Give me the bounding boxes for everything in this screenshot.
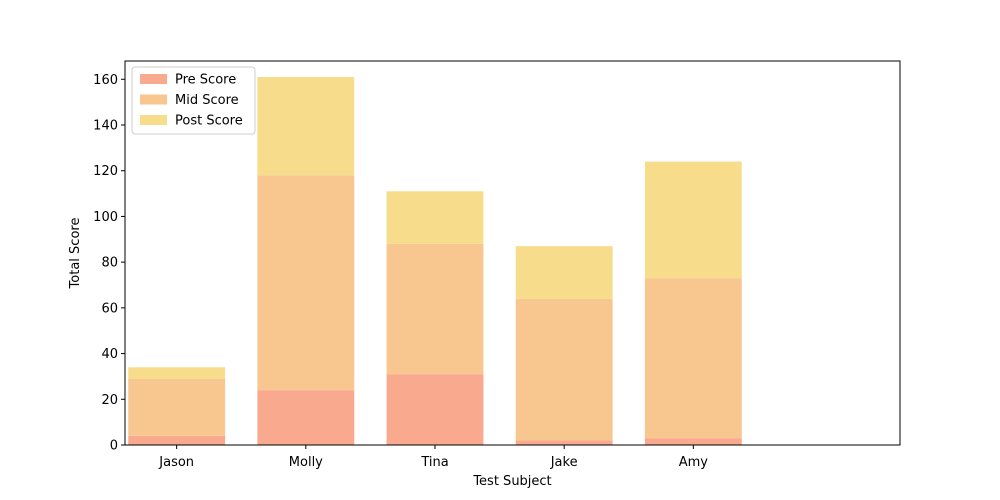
bar-pre-score-jake [515, 440, 613, 445]
legend-swatch-pre-score [140, 74, 167, 84]
bar-pre-score-tina [386, 374, 484, 445]
y-tick-label: 60 [101, 301, 118, 316]
bar-pre-score-jason [128, 435, 226, 445]
bar-pre-score-molly [257, 390, 355, 445]
bar-post-score-amy [644, 161, 742, 279]
bar-post-score-molly [257, 77, 355, 176]
bar-mid-score-tina [386, 243, 484, 375]
plot-frame [124, 60, 901, 446]
x-tick-label-jason: Jason [158, 455, 194, 470]
legend-swatch-post-score [140, 115, 167, 125]
y-tick-label: 140 [93, 119, 118, 134]
bar-post-score-jake [515, 246, 613, 299]
y-tick-label: 0 [110, 439, 118, 454]
legend-label-mid-score: Mid Score [175, 93, 239, 108]
bar-post-score-jason [128, 367, 226, 379]
bar-mid-score-molly [257, 175, 355, 391]
x-tick-label-amy: Amy [679, 455, 709, 470]
bar-mid-score-jake [515, 298, 613, 441]
x-tick-label-tina: Tina [420, 455, 448, 470]
y-tick-label: 80 [101, 256, 118, 271]
bars-group [128, 77, 742, 445]
x-tick-label-jake: Jake [550, 455, 578, 470]
bar-mid-score-amy [644, 278, 742, 439]
legend-label-pre-score: Pre Score [175, 73, 236, 88]
x-axis-label: Test Subject [472, 474, 551, 489]
y-tick-label: 100 [93, 210, 118, 225]
x-axis: Jason Molly Tina Jake Amy [158, 445, 708, 470]
bar-post-score-tina [386, 191, 484, 244]
y-tick-label: 20 [101, 393, 118, 408]
legend-swatch-mid-score [140, 94, 167, 105]
legend: Pre Score Mid Score Post Score [131, 66, 256, 135]
y-axis: 0 20 40 60 80 100 120 140 160 [93, 73, 125, 454]
legend-label-post-score: Post Score [175, 114, 243, 129]
y-tick-label: 120 [93, 164, 118, 179]
bar-pre-score-amy [644, 438, 742, 445]
y-axis-label: Total Score [68, 218, 83, 290]
bar-mid-score-jason [128, 378, 226, 436]
y-tick-label: 160 [93, 73, 118, 88]
x-tick-label-molly: Molly [289, 455, 323, 470]
y-tick-label: 40 [101, 347, 118, 362]
